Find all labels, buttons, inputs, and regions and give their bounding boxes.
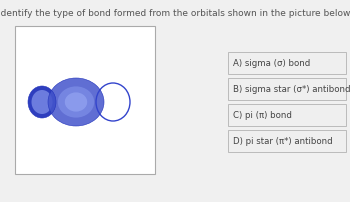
Ellipse shape	[65, 92, 87, 112]
Bar	[228, 52, 346, 74]
Ellipse shape	[28, 86, 56, 118]
Ellipse shape	[32, 90, 52, 114]
Text: D) pi star (π*) antibond: D) pi star (π*) antibond	[233, 137, 332, 145]
Bar	[15, 26, 155, 174]
Text: A) sigma (σ) bond: A) sigma (σ) bond	[233, 59, 310, 67]
Ellipse shape	[48, 78, 104, 126]
Text: C) pi (π) bond: C) pi (π) bond	[233, 110, 292, 120]
Text: B) sigma star (σ*) antibond: B) sigma star (σ*) antibond	[233, 84, 350, 94]
Text: Identify the type of bond formed from the orbitals shown in the picture below.: Identify the type of bond formed from th…	[0, 9, 350, 18]
Bar	[228, 78, 346, 100]
Bar	[228, 130, 346, 152]
Bar	[228, 104, 346, 126]
Ellipse shape	[58, 86, 94, 118]
